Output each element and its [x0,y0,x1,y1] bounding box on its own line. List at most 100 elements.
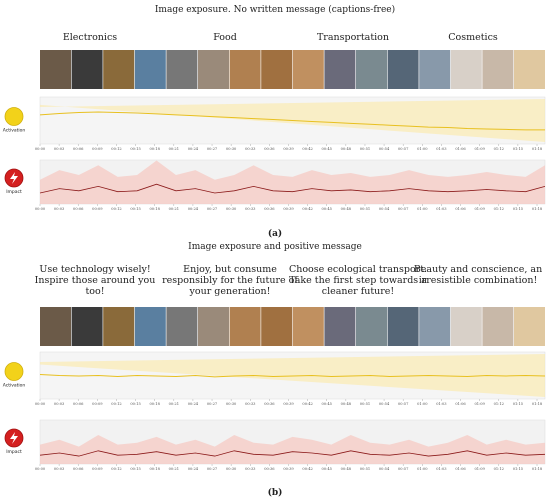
time-tick-label: 00:12 [111,207,121,211]
time-tick-label: 01:06 [455,207,466,211]
caption: Enjoy, but consume [183,264,277,275]
caption: Choose ecological transport. [289,264,427,275]
image-tile [103,307,135,346]
caption: Cosmetics [448,32,498,43]
time-tick-label: 00:54 [379,467,390,471]
panel-label: (a) [268,228,282,239]
time-tick-label: 00:00 [35,147,46,151]
time-tick-label: 00:24 [188,147,199,151]
caption: Inspire those around you [35,275,156,286]
time-tick-label: 00:39 [283,147,294,151]
time-tick-label: 00:42 [302,467,312,471]
time-tick-label: 01:18 [532,207,543,211]
image-tile [292,50,324,89]
image-tile [71,307,103,346]
caption: irresistible combination! [419,275,538,286]
image-tile [514,307,545,346]
image-tile [387,307,419,346]
image-tile [324,307,356,346]
image-tile [292,307,324,346]
time-tick-label: 00:06 [73,467,84,471]
time-tick-label: 01:15 [513,207,524,211]
time-tick-label: 00:39 [283,402,294,406]
caption: Beauty and conscience, an [414,264,542,275]
time-tick-label: 00:18 [150,402,161,406]
time-tick-label: 01:03 [436,402,447,406]
time-tick-label: 01:06 [455,402,466,406]
time-tick-label: 00:57 [398,402,409,406]
time-tick-label: 00:03 [54,147,65,151]
time-tick-label: 00:51 [360,467,370,471]
image-tile [229,50,261,89]
image-tile [134,307,166,346]
time-tick-label: 01:12 [494,147,504,151]
image-tile [40,50,71,89]
time-tick-label: 00:12 [111,467,121,471]
time-tick-label: 00:18 [150,467,161,471]
icon [4,107,24,126]
time-tick-label: 00:36 [264,402,275,406]
time-tick-label: 00:21 [169,402,179,406]
image-tile [198,307,229,346]
time-tick-label: 00:30 [226,207,237,211]
time-tick-label: 00:03 [54,467,65,471]
time-tick-label: 00:48 [341,467,352,471]
time-tick-label: 01:12 [494,207,504,211]
time-tick-label: 00:30 [226,467,237,471]
time-tick-label: 00:24 [188,467,199,471]
time-tick-label: 00:48 [341,402,352,406]
icon-bolt [10,172,18,184]
time-tick-label: 01:06 [455,467,466,471]
time-tick-label: 00:54 [379,402,390,406]
time-tick-label: 00:06 [73,147,84,151]
icon-label: Impact [6,189,22,195]
time-tick-label: 00:57 [398,147,409,151]
time-tick-label: 01:00 [417,402,428,406]
image-tile [261,50,293,89]
time-tick-label: 01:15 [513,467,524,471]
time-tick-label: 01:00 [417,467,428,471]
time-tick-label: 00:15 [130,207,141,211]
time-tick-label: 00:18 [150,147,161,151]
icon-label: Impact [6,449,22,455]
image-tile [71,50,103,89]
time-tick-label: 00:15 [130,402,141,406]
time-tick-label: 01:09 [474,207,485,211]
time-tick-label: 00:15 [130,147,141,151]
image-tile [324,50,356,89]
time-tick-label: 00:06 [73,207,84,211]
time-tick-label: 00:33 [245,467,256,471]
image-tile [482,307,514,346]
time-tick-label: 01:12 [494,402,504,406]
time-tick-label: 00:24 [188,207,199,211]
image-tile [40,307,71,346]
time-tick-label: 01:00 [417,147,428,151]
time-tick-label: 00:09 [92,207,103,211]
time-tick-label: 00:48 [341,147,352,151]
time-tick-label: 00:24 [188,402,199,406]
time-tick-label: 00:33 [245,402,256,406]
time-tick-label: 01:09 [474,467,485,471]
time-tick-label: 00:30 [226,147,237,151]
image-tile [261,307,293,346]
image-tile [450,307,482,346]
time-tick-label: 00:42 [302,147,312,151]
time-tick-label: 00:45 [322,467,333,471]
panel-label: (b) [268,487,283,498]
caption: Food [213,32,237,43]
time-tick-label: 00:27 [207,147,218,151]
time-tick-label: 00:03 [54,207,65,211]
time-tick-label: 01:15 [513,402,524,406]
image-tile [514,50,545,89]
image-tile [387,50,419,89]
icon-bolt [10,432,18,444]
icon-label: Activation [3,383,26,389]
time-tick-label: 00:27 [207,402,218,406]
time-tick-label: 00:45 [322,207,333,211]
time-tick-label: 00:48 [341,207,352,211]
time-tick-label: 01:09 [474,147,485,151]
time-tick-label: 00:39 [283,207,294,211]
time-tick-label: 00:18 [150,207,161,211]
time-tick-label: 00:33 [245,207,256,211]
image-tile [166,50,198,89]
